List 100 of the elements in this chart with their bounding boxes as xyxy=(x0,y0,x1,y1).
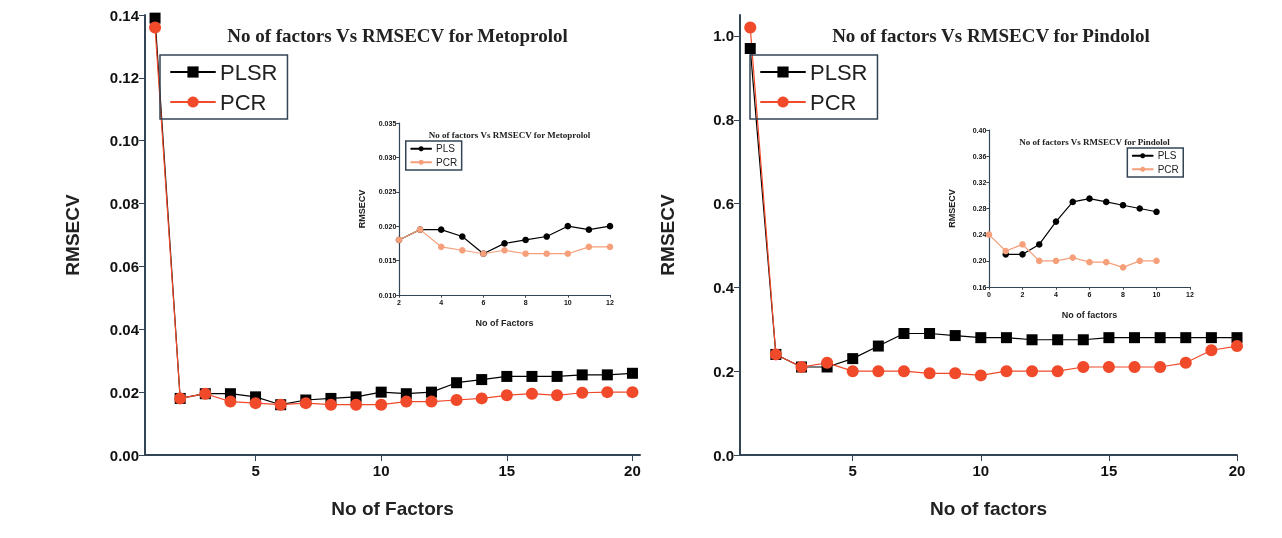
y-tick-label: 0.0 xyxy=(713,446,734,464)
point xyxy=(847,353,859,365)
point xyxy=(846,365,859,378)
point xyxy=(1026,365,1039,378)
point xyxy=(224,395,237,408)
y-tick-label: 0.12 xyxy=(109,69,139,87)
point xyxy=(525,387,538,400)
point xyxy=(1119,201,1127,209)
point xyxy=(526,370,538,382)
y-tick-label: 0.4 xyxy=(713,278,735,296)
point xyxy=(1153,208,1160,216)
x-tick-label: 15 xyxy=(1100,462,1118,479)
point xyxy=(744,21,757,34)
point xyxy=(501,240,508,247)
point xyxy=(501,370,513,382)
point xyxy=(451,377,463,389)
y-tick-label: 0.10 xyxy=(109,132,139,150)
point xyxy=(375,386,387,398)
x-axis-title: No of Factors xyxy=(475,317,534,328)
point xyxy=(1180,332,1192,344)
point xyxy=(1002,247,1010,255)
y-tick-label: 0.00 xyxy=(109,446,139,464)
point xyxy=(1077,361,1090,373)
point xyxy=(425,395,438,408)
point xyxy=(1231,340,1243,353)
text: No of factors Vs RMSECV for Pindolol xyxy=(832,25,1150,46)
point xyxy=(1026,334,1038,346)
point xyxy=(872,340,884,352)
y-tick-label: 0.6 xyxy=(713,195,734,213)
x-axis-title: No of factors xyxy=(929,498,1048,519)
legend-label: PLSR xyxy=(810,59,868,85)
point xyxy=(872,365,885,378)
point xyxy=(1051,365,1064,378)
point xyxy=(949,330,961,342)
point xyxy=(1179,356,1192,369)
point xyxy=(897,365,910,378)
point xyxy=(564,222,572,230)
point xyxy=(1035,257,1043,265)
point xyxy=(149,21,162,34)
point xyxy=(1102,198,1110,206)
y-axis-title: RMSECV xyxy=(356,189,367,229)
point xyxy=(974,369,987,382)
point xyxy=(1102,258,1110,266)
point xyxy=(924,327,936,339)
legend-label: PLS xyxy=(1157,150,1177,162)
point xyxy=(606,243,614,251)
x-tick-label: 5 xyxy=(848,462,857,479)
point xyxy=(1077,334,1089,346)
point xyxy=(459,246,466,254)
point xyxy=(501,246,508,254)
point xyxy=(949,367,962,380)
point xyxy=(1136,257,1144,265)
point xyxy=(744,43,756,55)
point xyxy=(437,243,445,251)
point xyxy=(1128,361,1141,373)
y-tick-label: 0.14 xyxy=(109,6,140,24)
point xyxy=(500,389,513,402)
point xyxy=(475,392,488,405)
point xyxy=(324,398,337,411)
point xyxy=(1052,334,1064,346)
y-tick-label: 0.2 xyxy=(713,362,734,380)
y-tick-label: 1.0 xyxy=(713,27,734,45)
y-tick-label: 0.04 xyxy=(109,320,140,338)
y-tick-label: 0.8 xyxy=(713,111,734,129)
point xyxy=(1035,241,1043,248)
text: No of factors Vs RMSECV for Metoprolol xyxy=(227,25,568,46)
y-axis-title: RMSECV xyxy=(657,194,678,276)
point xyxy=(375,398,388,411)
y-axis-title: RMSECV xyxy=(946,189,957,228)
point xyxy=(923,367,936,380)
y-tick-label: 0.02 xyxy=(109,383,139,401)
x-axis-title: No of Factors xyxy=(331,498,454,519)
point xyxy=(1205,332,1217,344)
point xyxy=(1052,218,1060,225)
text: No of factors Vs RMSECV for Pindolol xyxy=(1019,137,1171,148)
point xyxy=(350,398,363,411)
point xyxy=(898,327,910,339)
point xyxy=(606,222,614,230)
point xyxy=(459,233,466,240)
point xyxy=(1153,257,1160,265)
point xyxy=(626,386,639,399)
x-axis-title: No of factors xyxy=(1061,309,1118,320)
point xyxy=(1136,205,1144,212)
point xyxy=(1069,198,1077,206)
point xyxy=(450,394,463,406)
point xyxy=(1052,257,1060,265)
point xyxy=(1102,361,1115,373)
point xyxy=(522,250,529,258)
point xyxy=(1154,332,1166,344)
text: No of factors Vs RMSECV for Metoprolol xyxy=(428,130,591,141)
x-tick-label: 10 xyxy=(372,462,390,479)
y-axis-title: RMSECV xyxy=(62,194,83,276)
point xyxy=(1119,264,1127,271)
y-tick-label: 0.08 xyxy=(109,195,139,213)
point xyxy=(249,397,262,410)
point xyxy=(543,233,550,240)
point xyxy=(585,226,593,233)
point xyxy=(1129,332,1141,344)
x-tick-label: 10 xyxy=(972,462,990,479)
x-tick-label: 20 xyxy=(1228,462,1246,479)
